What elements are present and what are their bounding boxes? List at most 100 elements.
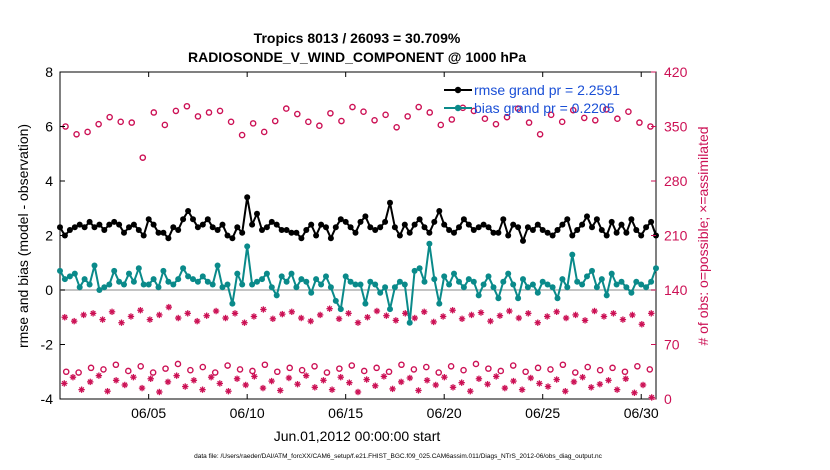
obs-assimilated-stroke: [147, 376, 154, 382]
obs-possible-marker: [558, 118, 566, 126]
bias-point: [273, 292, 280, 299]
x-tick-label: 06/15: [328, 405, 363, 421]
obs-assimilated-marker: [130, 374, 137, 381]
rmse-point: [643, 224, 650, 231]
obs-assimilated-marker: [225, 388, 232, 395]
bias-point: [470, 278, 477, 285]
bias-point: [623, 284, 630, 291]
obs-assimilated-marker: [61, 314, 68, 321]
bias-point: [391, 284, 398, 291]
bias-point: [633, 278, 640, 285]
obs-assimilated-marker: [515, 314, 523, 322]
obs-assimilated-stroke: [234, 376, 240, 382]
bias-point: [529, 281, 536, 288]
obs-assimilated-stroke: [104, 388, 111, 394]
obs-assimilated-stroke: [268, 378, 275, 384]
obs-assimilated-marker: [475, 375, 483, 382]
obs-assimilated-marker: [458, 379, 465, 386]
y-right-tick-label: 210: [664, 228, 688, 244]
obs-assimilated-marker: [591, 307, 598, 315]
obs-possible-marker: [514, 105, 522, 112]
obs-assimilated-stroke: [90, 310, 96, 317]
rmse-point: [456, 224, 462, 231]
obs-possible-marker: [603, 106, 610, 113]
rmse-point: [180, 216, 187, 223]
obs-assimilated-marker: [553, 376, 560, 383]
x-axis-label: Jun.01,2012 00:00:00 start: [274, 428, 441, 444]
obs-assimilated-marker: [467, 388, 474, 395]
bias-point: [323, 273, 329, 280]
obs-possible-marker: [124, 367, 132, 375]
obs-assimilated-stroke: [298, 315, 304, 321]
obs-assimilated-stroke: [217, 380, 223, 387]
obs-assimilated-marker: [212, 307, 220, 315]
bias-point: [57, 267, 63, 274]
legend-rmse-label: rmse grand pr = 2.2591: [474, 82, 620, 98]
rmse-point: [273, 221, 280, 228]
obs-assimilated-marker: [285, 374, 293, 382]
obs-possible-marker: [580, 114, 588, 122]
obs-assimilated-stroke: [320, 377, 327, 384]
bias-point: [515, 295, 522, 302]
obs-possible-marker: [382, 111, 389, 119]
obs-possible-marker: [249, 120, 257, 127]
bias-point: [362, 300, 369, 307]
bias-point: [411, 267, 418, 274]
obs-assimilated-stroke: [381, 373, 387, 380]
rmse-point: [204, 216, 211, 223]
obs-possible-marker: [536, 130, 544, 138]
obs-assimilated-marker: [389, 385, 396, 393]
bias-point: [229, 300, 236, 307]
bias-point: [401, 281, 408, 288]
obs-possible-marker: [75, 369, 82, 376]
obs-assimilated-stroke: [213, 308, 219, 314]
obs-assimilated-stroke: [640, 382, 646, 388]
rmse-point: [554, 227, 561, 233]
obs-assimilated-stroke: [433, 382, 439, 388]
obs-assimilated-stroke: [364, 314, 371, 320]
obs-assimilated-marker: [320, 377, 327, 384]
obs-assimilated-stroke: [610, 310, 617, 317]
rmse-point: [66, 227, 73, 233]
bias-point: [648, 278, 655, 285]
obs-assimilated-marker: [345, 310, 352, 317]
obs-assimilated-stroke: [225, 388, 232, 394]
rmse-point: [618, 221, 625, 228]
obs-assimilated-marker: [251, 373, 258, 380]
obs-possible-marker: [410, 366, 418, 373]
obs-possible-marker: [305, 118, 312, 126]
bias-point: [298, 276, 305, 283]
rmse-point: [589, 224, 595, 231]
rmse-point: [446, 227, 453, 233]
rmse-point: [387, 199, 393, 206]
obs-assimilated-stroke: [450, 384, 456, 391]
obs-assimilated-marker: [146, 316, 154, 323]
bias-point: [638, 281, 645, 288]
obs-assimilated-stroke: [591, 308, 598, 314]
obs-assimilated-stroke: [639, 321, 645, 327]
bias-point: [510, 281, 517, 288]
obs-possible-marker: [472, 360, 480, 368]
chart-subtitle: RADIOSONDE_V_WIND_COMPONENT @ 1000 hPa: [188, 49, 526, 65]
obs-assimilated-marker: [175, 314, 182, 322]
rmse-point: [426, 229, 433, 236]
obs-assimilated-stroke: [243, 382, 249, 388]
rmse-point: [598, 227, 605, 233]
rmse-point: [391, 224, 398, 231]
rmse-point: [219, 221, 226, 228]
rmse-point: [475, 224, 482, 231]
bias-point: [416, 265, 423, 272]
rmse-point: [564, 216, 571, 223]
rmse-point: [244, 194, 251, 201]
obs-assimilated-marker: [87, 378, 94, 386]
obs-assimilated-marker: [121, 381, 128, 389]
bias-point: [180, 265, 187, 272]
obs-assimilated-stroke: [137, 307, 144, 313]
obs-possible-marker: [470, 107, 478, 115]
rmse-point: [421, 224, 428, 231]
bias-point: [441, 273, 448, 280]
obs-assimilated-marker: [639, 381, 647, 389]
obs-assimilated-stroke: [71, 318, 77, 324]
obs-assimilated-stroke: [415, 387, 422, 394]
obs-assimilated-marker: [78, 386, 85, 393]
